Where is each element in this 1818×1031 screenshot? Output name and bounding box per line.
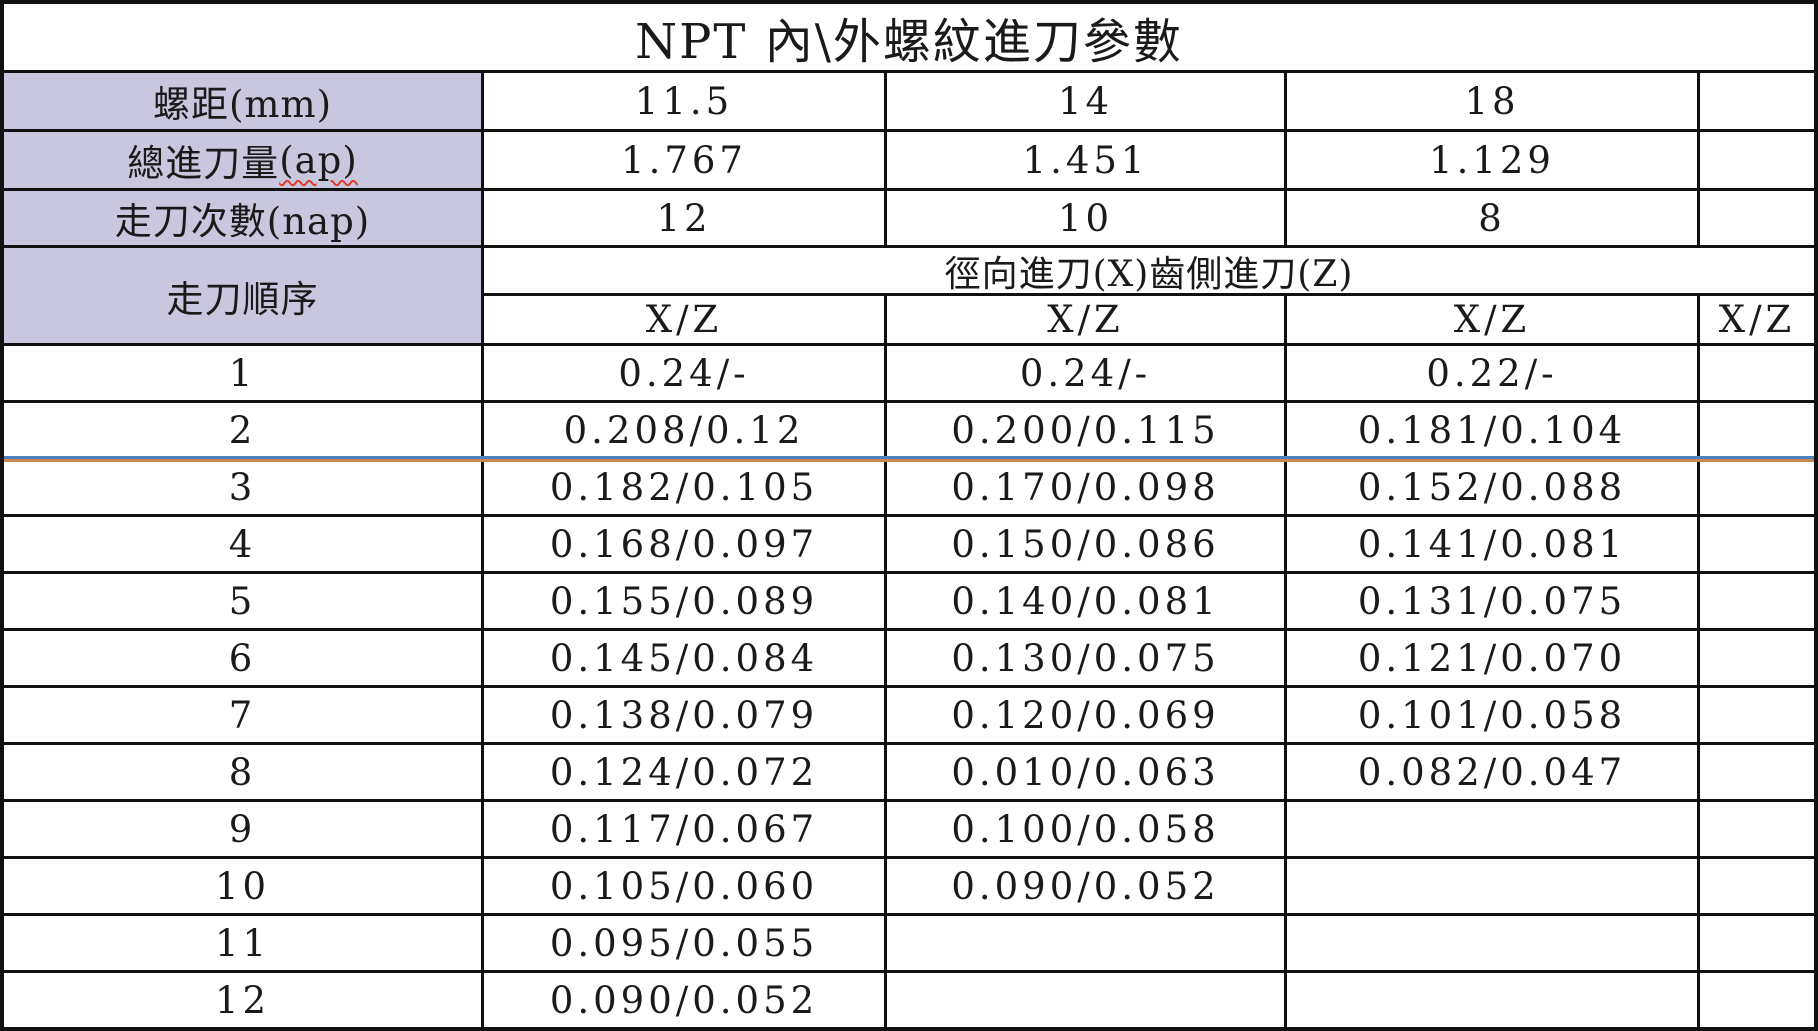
pass-value: 0.150/0.086 [887, 517, 1284, 571]
pass-value: 0.010/0.063 [887, 745, 1284, 799]
pass-value: 0.170/0.098 [887, 460, 1284, 514]
pass-value: 0.105/0.060 [484, 859, 884, 913]
pass-value-empty [887, 916, 1284, 970]
pass-value: 0.22/- [1287, 346, 1697, 400]
pass-value-empty [1700, 346, 1814, 400]
pass-value-empty [1700, 973, 1814, 1027]
row-label-pass-count: 走刀次數(nap) [4, 191, 481, 245]
table-title: NPT 內\外螺紋進刀參數 [4, 4, 1814, 70]
pass-count-value: 10 [887, 191, 1284, 245]
pass-value-empty [1700, 403, 1814, 457]
pass-value: 0.208/0.12 [484, 403, 884, 457]
pass-value-empty [1700, 574, 1814, 628]
pass-value: 0.095/0.055 [484, 916, 884, 970]
pass-value: 0.131/0.075 [1287, 574, 1697, 628]
pass-number: 4 [4, 517, 481, 571]
pass-value: 0.120/0.069 [887, 688, 1284, 742]
pass-value: 0.140/0.081 [887, 574, 1284, 628]
pass-number: 6 [4, 631, 481, 685]
row-label-total-depth-text: 總進刀量 [127, 142, 280, 185]
pass-value: 0.24/- [887, 346, 1284, 400]
xz-column-header: X/Z [887, 296, 1284, 343]
pass-value: 0.200/0.115 [887, 403, 1284, 457]
freeze-pane-divider [4, 456, 1814, 462]
pass-number: 11 [4, 916, 481, 970]
pass-value: 0.130/0.075 [887, 631, 1284, 685]
pass-value: 0.141/0.081 [1287, 517, 1697, 571]
pass-value: 0.101/0.058 [1287, 688, 1697, 742]
pass-value: 0.152/0.088 [1287, 460, 1697, 514]
pass-number: 7 [4, 688, 481, 742]
pass-value: 0.181/0.104 [1287, 403, 1697, 457]
pitch-value-empty [1700, 73, 1814, 129]
pitch-value: 18 [1287, 73, 1697, 129]
pass-value-empty [1287, 916, 1697, 970]
pass-value: 0.117/0.067 [484, 802, 884, 856]
total-depth-value-empty [1700, 132, 1814, 188]
row-label-pass-order: 走刀順序 [4, 248, 481, 343]
pass-number: 8 [4, 745, 481, 799]
pass-count-value: 12 [484, 191, 884, 245]
pass-value: 0.182/0.105 [484, 460, 884, 514]
pass-number: 10 [4, 859, 481, 913]
pass-count-value: 8 [1287, 191, 1697, 245]
pitch-value: 11.5 [484, 73, 884, 129]
pass-value-empty [1700, 745, 1814, 799]
pass-number: 3 [4, 460, 481, 514]
pass-value-empty [1287, 802, 1697, 856]
pass-value: 0.090/0.052 [887, 859, 1284, 913]
pass-value: 0.124/0.072 [484, 745, 884, 799]
row-label-pitch: 螺距(mm) [4, 73, 481, 129]
pass-value: 0.24/- [484, 346, 884, 400]
pitch-value: 14 [887, 73, 1284, 129]
spellcheck-underline: (ap) [279, 138, 358, 182]
total-depth-value: 1.767 [484, 132, 884, 188]
pass-value: 0.168/0.097 [484, 517, 884, 571]
pass-value-empty [1287, 973, 1697, 1027]
pass-value-empty [1700, 631, 1814, 685]
pass-number: 2 [4, 403, 481, 457]
xz-column-header: X/Z [1287, 296, 1697, 343]
row-label-total-depth: 總進刀量 (ap) [4, 132, 481, 188]
total-depth-value: 1.129 [1287, 132, 1697, 188]
pass-value-empty [1700, 460, 1814, 514]
pass-number: 12 [4, 973, 481, 1027]
pass-value: 0.121/0.070 [1287, 631, 1697, 685]
pass-value-empty [887, 973, 1284, 1027]
pass-value-empty [1700, 916, 1814, 970]
pass-number: 1 [4, 346, 481, 400]
pass-value-empty [1700, 802, 1814, 856]
pass-value-empty [1700, 688, 1814, 742]
pass-value: 0.100/0.058 [887, 802, 1284, 856]
pass-value-empty [1287, 859, 1697, 913]
xz-column-header: X/Z [1700, 296, 1814, 343]
pass-value: 0.138/0.079 [484, 688, 884, 742]
pass-value: 0.145/0.084 [484, 631, 884, 685]
pass-value: 0.155/0.089 [484, 574, 884, 628]
pass-number: 9 [4, 802, 481, 856]
feed-direction-header: 徑向進刀(X)齒側進刀(Z) [484, 248, 1814, 293]
pass-value-empty [1700, 859, 1814, 913]
total-depth-value: 1.451 [887, 132, 1284, 188]
pass-value: 0.090/0.052 [484, 973, 884, 1027]
xz-column-header: X/Z [484, 296, 884, 343]
pass-number: 5 [4, 574, 481, 628]
pass-count-value-empty [1700, 191, 1814, 245]
pass-value: 0.082/0.047 [1287, 745, 1697, 799]
pass-value-empty [1700, 517, 1814, 571]
